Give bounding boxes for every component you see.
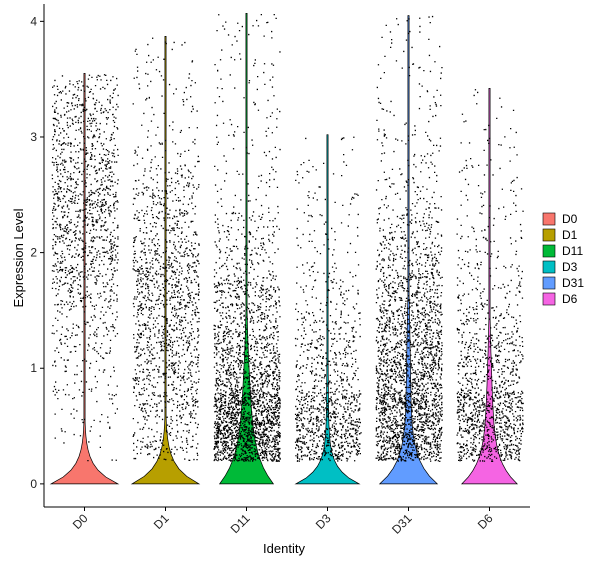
y-tick-label: 3 xyxy=(30,130,37,144)
jitter-point-cloud xyxy=(213,14,281,462)
legend-swatch-d0 xyxy=(542,212,556,226)
violin-d3 xyxy=(294,134,361,485)
y-tick-label: 1 xyxy=(30,361,37,375)
jitter-point-cloud xyxy=(375,15,443,463)
points-d31 xyxy=(375,15,443,463)
jitter-points-layer xyxy=(51,14,524,463)
legend-label-d0: D0 xyxy=(562,212,578,226)
legend-label-d31: D31 xyxy=(562,276,584,290)
x-tick-label: D3 xyxy=(313,511,334,532)
points-d6 xyxy=(456,89,524,462)
jitter-point-cloud xyxy=(132,37,200,461)
violin-d31 xyxy=(378,15,439,485)
axes: D0 D1 D11 D3 D31 D6 0 1 2 3 4 xyxy=(30,4,530,537)
y-tick-label: 2 xyxy=(30,246,37,260)
violin-layer xyxy=(49,12,519,485)
legend-label-d11: D11 xyxy=(562,244,583,258)
legend-label-d3: D3 xyxy=(562,260,578,274)
legend: D0 D1 D11 D3 D31 D6 xyxy=(542,212,584,306)
legend-swatch-d11 xyxy=(542,244,556,258)
legend-label-d6: D6 xyxy=(562,292,578,306)
legend-swatch-d31 xyxy=(542,276,556,290)
legend-swatch-d6 xyxy=(542,292,556,306)
points-d11 xyxy=(213,14,281,462)
y-tick-label: 0 xyxy=(30,477,37,491)
legend-swatch-d3 xyxy=(542,260,556,274)
x-tick-label: D31 xyxy=(389,511,415,537)
y-tick-label: 4 xyxy=(30,14,37,28)
points-d1 xyxy=(132,37,200,461)
x-tick-label: D6 xyxy=(475,511,496,532)
x-tick-label: D1 xyxy=(151,511,172,532)
y-axis-title: Expression Level xyxy=(11,208,26,307)
jitter-point-cloud xyxy=(51,74,119,462)
jitter-point-cloud xyxy=(456,89,524,462)
legend-swatch-d1 xyxy=(542,228,556,242)
legend-label-d1: D1 xyxy=(562,228,578,242)
x-tick-label: D0 xyxy=(70,511,91,532)
points-d0 xyxy=(51,74,119,462)
x-tick-label: D11 xyxy=(228,511,253,536)
x-axis-title: Identity xyxy=(263,541,305,556)
